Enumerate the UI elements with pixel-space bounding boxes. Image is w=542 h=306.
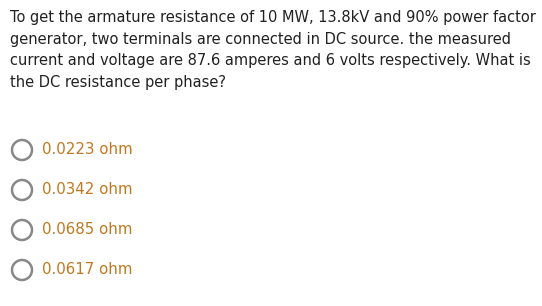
Text: 0.0685 ohm: 0.0685 ohm [42, 222, 132, 237]
Circle shape [12, 220, 32, 240]
Circle shape [12, 140, 32, 160]
Text: 0.0223 ohm: 0.0223 ohm [42, 143, 133, 158]
Text: 0.0342 ohm: 0.0342 ohm [42, 182, 133, 197]
Text: To get the armature resistance of 10 MW, 13.8kV and 90% power factor
generator, : To get the armature resistance of 10 MW,… [10, 10, 536, 90]
Circle shape [12, 260, 32, 280]
Text: 0.0617 ohm: 0.0617 ohm [42, 263, 132, 278]
Circle shape [12, 180, 32, 200]
